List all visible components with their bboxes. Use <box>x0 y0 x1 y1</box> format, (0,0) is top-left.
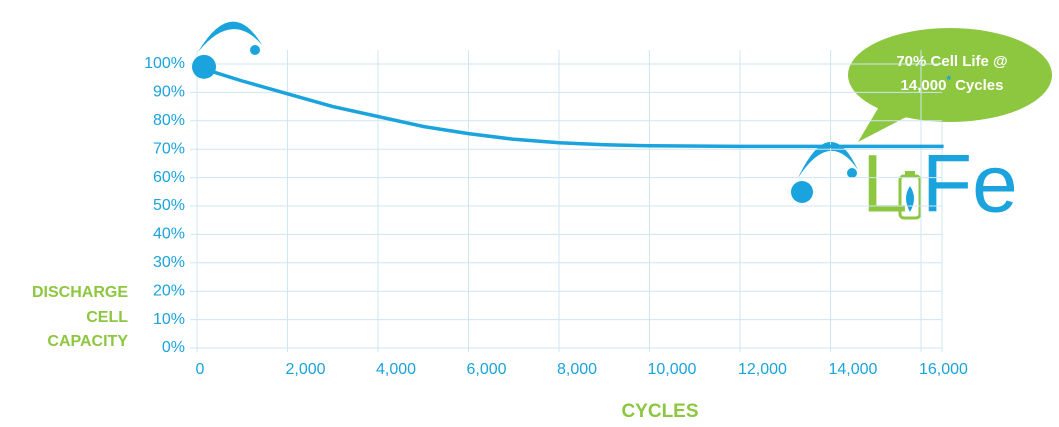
annotation-end: Cycles <box>955 77 1003 94</box>
y-axis-title: CELL <box>86 309 128 326</box>
y-tick-label: 30% <box>153 254 185 271</box>
data-line <box>197 67 944 147</box>
y-axis-title: DISCHARGE <box>32 284 128 301</box>
x-axis-title: CYCLES <box>621 401 698 422</box>
x-tick-label: 4,000 <box>376 361 416 378</box>
y-tick-label: 100% <box>144 55 185 72</box>
y-tick-label: 10% <box>153 311 185 328</box>
x-tick-label: 8,000 <box>557 361 597 378</box>
x-tick-label: 2,000 <box>286 361 326 378</box>
x-tick-label: 14,000 <box>829 361 878 378</box>
annotation-asterisk: * <box>946 73 951 87</box>
y-tick-label: 80% <box>153 112 185 129</box>
x-tick-label: 12,000 <box>738 361 787 378</box>
y-tick-label: 60% <box>153 169 185 186</box>
annotation-text: 70% Cell Life @ <box>896 53 1007 70</box>
logo: L Fe <box>862 139 1018 230</box>
x-tick-label: 0 <box>196 361 205 378</box>
speech-bubble: 70% Cell Life @ 14,000* Cycles <box>848 28 1052 142</box>
x-tick-label: 6,000 <box>467 361 507 378</box>
y-tick-label: 40% <box>153 226 185 243</box>
y-tick-label: 0% <box>162 339 185 356</box>
y-tick-label: 90% <box>153 84 185 101</box>
x-tick-label: 10,000 <box>648 361 697 378</box>
chart: DISCHARGE CELL CAPACITY CYCLES 70% Cell … <box>0 0 1059 427</box>
logo-text: Fe <box>922 139 1018 230</box>
y-tick-label: 50% <box>153 197 185 214</box>
decoration <box>198 22 858 203</box>
x-tick-label: 16,000 <box>919 361 968 378</box>
annotation-number: 14,000 <box>901 77 947 94</box>
y-tick-label: 20% <box>153 282 185 299</box>
y-axis-title: CAPACITY <box>47 333 128 350</box>
y-tick-label: 70% <box>153 140 185 157</box>
start-dot <box>192 55 216 79</box>
